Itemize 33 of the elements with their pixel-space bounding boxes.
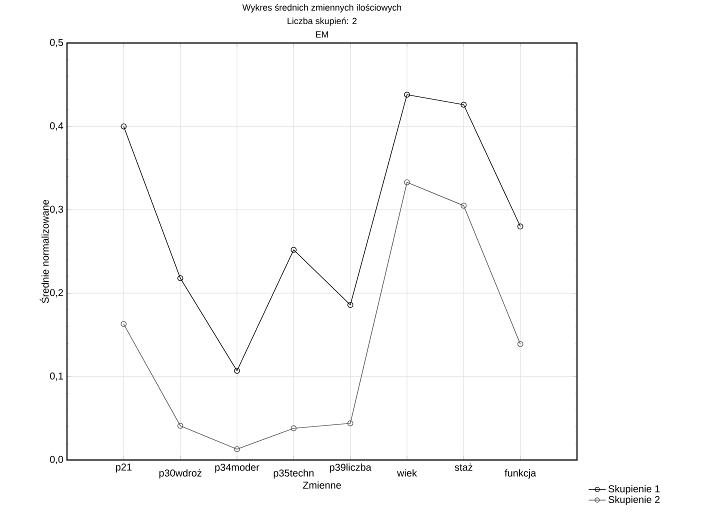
x-tick-label: p34moder — [215, 464, 260, 473]
point — [290, 425, 297, 432]
legend-label: Skupienie 2 — [608, 496, 660, 506]
y-tick-label: 0,1 — [50, 372, 63, 381]
point — [234, 446, 240, 452]
point — [234, 368, 240, 374]
chart-title: Wykres średnich zmiennych ilościowych — [242, 4, 402, 12]
x-tick-label: p21 — [116, 464, 132, 473]
y-tick-label: 0,3 — [50, 206, 64, 214]
x-tick-label: staż — [454, 464, 472, 471]
y-axis-title: Średnie normalizowane — [40, 200, 49, 304]
y-tick-label: 0,0 — [50, 456, 64, 464]
x-axis-title: Zmienne — [302, 481, 341, 489]
chart-subtitle: Liczba skupień: 2 — [288, 17, 357, 26]
y-tick-label: 0,4 — [50, 122, 64, 131]
point — [177, 422, 184, 429]
point — [347, 302, 354, 308]
x-tick-label: wiek — [397, 469, 417, 477]
point — [404, 179, 410, 186]
x-tick-label: funkcja — [504, 469, 536, 479]
point — [460, 102, 467, 108]
text: EM — [316, 31, 328, 38]
y-tick-label: 0,5 — [50, 38, 64, 48]
point — [460, 202, 467, 209]
x-tick-label: p39liczba — [330, 464, 372, 473]
legend-label: Skupienie 1 — [608, 485, 660, 494]
x-tick-label: p30wdroż — [159, 469, 202, 479]
y-tick-label: 0,2 — [50, 289, 63, 298]
point — [290, 246, 297, 253]
x-tick-label: p35techn — [274, 469, 314, 479]
point — [404, 92, 410, 98]
point — [177, 275, 184, 282]
point — [347, 420, 354, 426]
